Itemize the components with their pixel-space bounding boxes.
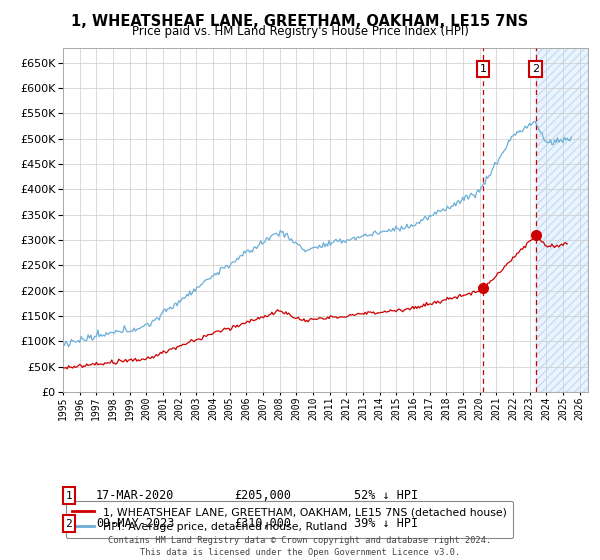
Legend: 1, WHEATSHEAF LANE, GREETHAM, OAKHAM, LE15 7NS (detached house), HPI: Average pr: 1, WHEATSHEAF LANE, GREETHAM, OAKHAM, LE… [66, 501, 513, 538]
Text: 2: 2 [532, 64, 539, 74]
Bar [536, 48, 588, 392]
Bar [536, 48, 588, 392]
Text: 09-MAY-2023: 09-MAY-2023 [96, 517, 175, 530]
Text: 2: 2 [65, 519, 73, 529]
Text: 1, WHEATSHEAF LANE, GREETHAM, OAKHAM, LE15 7NS: 1, WHEATSHEAF LANE, GREETHAM, OAKHAM, LE… [71, 14, 529, 29]
Text: 17-MAR-2020: 17-MAR-2020 [96, 489, 175, 502]
Text: £205,000: £205,000 [234, 489, 291, 502]
Text: Price paid vs. HM Land Registry's House Price Index (HPI): Price paid vs. HM Land Registry's House … [131, 25, 469, 38]
Text: Contains HM Land Registry data © Crown copyright and database right 2024.
This d: Contains HM Land Registry data © Crown c… [109, 536, 491, 557]
Text: 39% ↓ HPI: 39% ↓ HPI [354, 517, 418, 530]
Text: 1: 1 [65, 491, 73, 501]
Text: £310,000: £310,000 [234, 517, 291, 530]
Text: 1: 1 [479, 64, 487, 74]
Text: 52% ↓ HPI: 52% ↓ HPI [354, 489, 418, 502]
